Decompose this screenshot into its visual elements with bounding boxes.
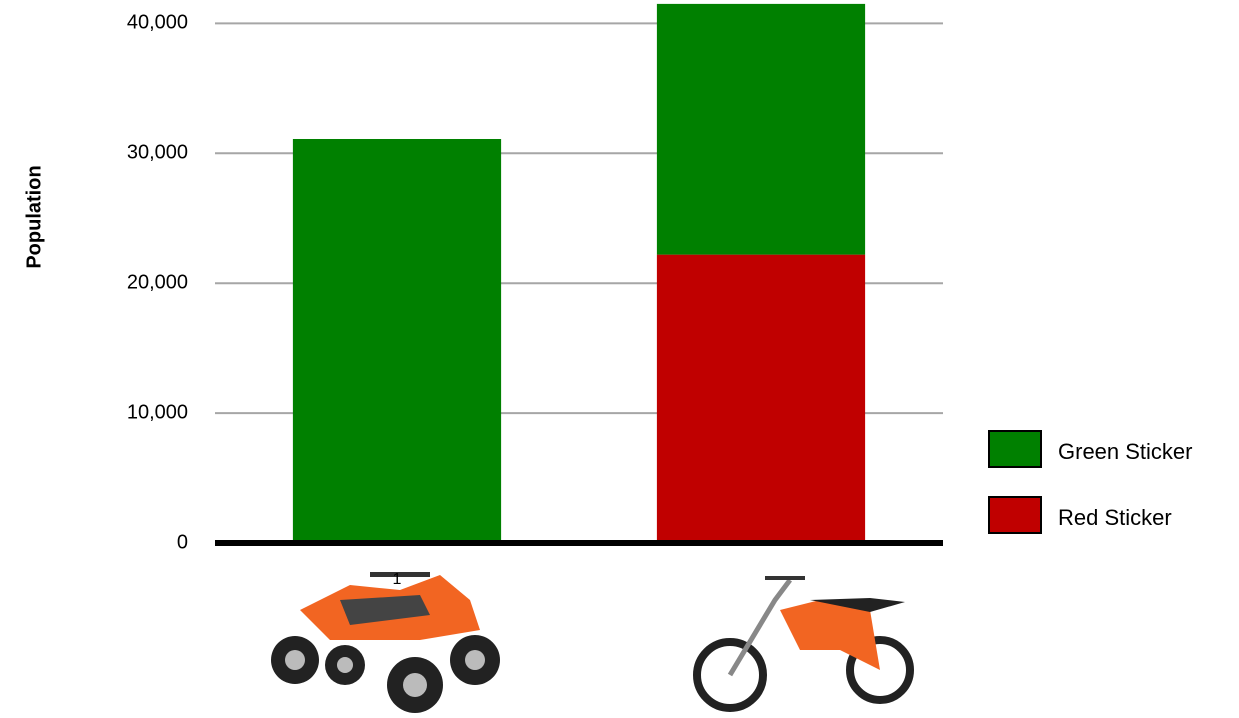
chart: Population 0 10,000 20,000 30,000 40,000 1 Gr… bbox=[0, 0, 1239, 718]
y-tick-label: 0 bbox=[177, 531, 188, 553]
legend-label: Green Sticker bbox=[1058, 439, 1193, 464]
y-axis-label: Population bbox=[23, 165, 45, 268]
bar-segment bbox=[657, 255, 865, 543]
legend-swatch bbox=[989, 431, 1041, 467]
legend-swatch bbox=[989, 497, 1041, 533]
y-tick-label: 10,000 bbox=[127, 401, 188, 423]
dirt-bike-image bbox=[697, 576, 910, 708]
bar-segment bbox=[657, 4, 865, 255]
y-tick-label: 40,000 bbox=[127, 12, 188, 34]
legend-label: Red Sticker bbox=[1058, 505, 1172, 530]
x-tick-label: 1 bbox=[393, 571, 402, 588]
bar-segment bbox=[293, 139, 501, 543]
y-tick-label: 20,000 bbox=[127, 271, 188, 293]
vehicle-images bbox=[271, 572, 910, 713]
atv-image bbox=[271, 572, 500, 713]
y-tick-label: 30,000 bbox=[127, 142, 188, 164]
